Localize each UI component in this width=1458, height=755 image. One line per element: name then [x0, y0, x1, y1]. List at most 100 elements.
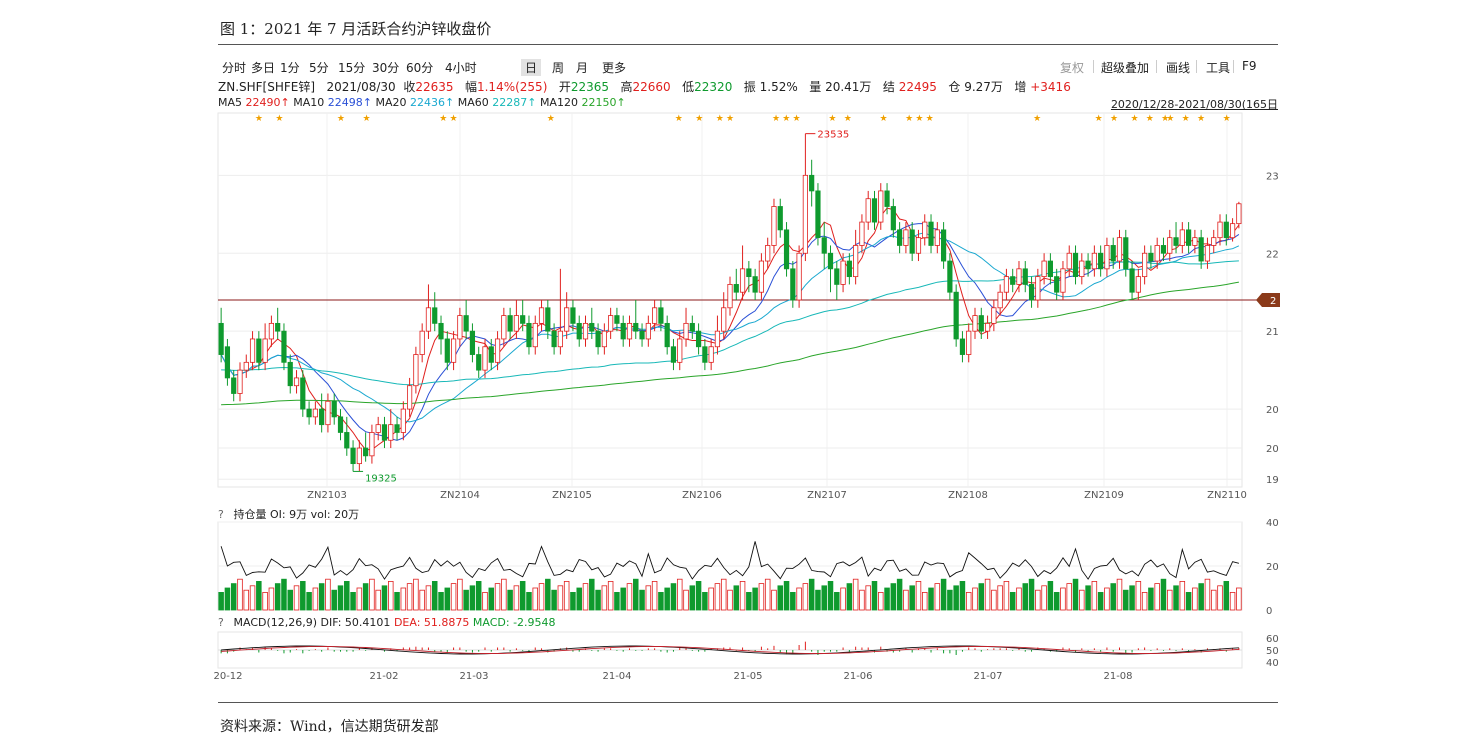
candle-body	[545, 307, 551, 332]
toolbar-button-3[interactable]: 工具	[1206, 61, 1231, 75]
period-tab-5[interactable]: 30分	[372, 61, 400, 75]
period-tab-3[interactable]: 5分	[309, 61, 329, 75]
candle-body	[1204, 245, 1211, 262]
toolbar-button-0[interactable]: 复权	[1060, 61, 1085, 75]
volume-bar	[413, 578, 419, 611]
candle-body	[1028, 284, 1035, 301]
volume-bar	[519, 581, 526, 611]
volume-bar	[846, 583, 853, 611]
candle-body	[1016, 268, 1022, 285]
candle-body	[312, 408, 318, 418]
y-tick-label: 20	[1266, 444, 1279, 455]
candle-body	[256, 338, 262, 363]
x-tick-label: 21-08	[1103, 671, 1132, 682]
candle-body	[815, 190, 821, 239]
symbol[interactable]: ZN.SHF[SHFE锌]	[218, 80, 316, 94]
candle-body	[708, 346, 714, 363]
y-tick-label: 22	[1266, 249, 1279, 260]
candle-body	[425, 307, 432, 332]
candle-body	[853, 245, 859, 278]
volume-bar	[356, 587, 363, 611]
candle-body	[532, 322, 538, 348]
star-marker: ★	[449, 114, 457, 124]
volume-bar	[419, 589, 425, 611]
candle-body	[482, 346, 488, 371]
ma-legend-value: 22498↑	[327, 96, 372, 109]
candle-body	[903, 229, 909, 246]
period-tab-10[interactable]: 月	[576, 61, 589, 75]
star-marker: ★	[1197, 114, 1205, 124]
period-tab-8[interactable]: 日	[521, 59, 542, 76]
candle-body	[890, 206, 896, 231]
candle-body	[978, 315, 984, 332]
volume-bar	[362, 583, 369, 611]
candle-body	[1192, 237, 1198, 246]
volume-bar	[614, 592, 620, 611]
period-tab-4[interactable]: 15分	[338, 61, 366, 75]
help-icon[interactable]: ?	[218, 616, 224, 629]
volume-bar	[1097, 592, 1104, 611]
toolbar-button-1[interactable]: 超级叠加	[1101, 61, 1150, 75]
volume-bar	[771, 589, 777, 611]
period-tab-1[interactable]: 多日	[251, 61, 276, 75]
bottom-rule	[218, 702, 1278, 703]
candle-body	[758, 260, 765, 293]
help-icon[interactable]: ?	[218, 508, 224, 521]
x-tick-label: ZN2109	[1084, 490, 1124, 501]
star-marker: ★	[695, 114, 703, 124]
candle-body	[1003, 276, 1010, 293]
volume-bar	[758, 583, 765, 611]
star-marker: ★	[844, 114, 852, 124]
candle-body	[721, 307, 727, 332]
period-tab-0[interactable]: 分时	[222, 61, 247, 75]
star-marker: ★	[828, 114, 836, 124]
high-annotation: 23535	[817, 130, 849, 141]
candle-body	[356, 447, 362, 465]
candle-body	[783, 229, 790, 270]
star-marker: ★	[1033, 114, 1041, 124]
star-marker: ★	[915, 114, 923, 124]
volume-bar	[406, 583, 413, 611]
period-tab-9[interactable]: 周	[552, 61, 565, 75]
change-label: 幅	[464, 80, 477, 94]
vol-value: 20.41万	[825, 80, 872, 94]
candle-body	[972, 315, 978, 332]
toolbar-separator	[1156, 60, 1157, 73]
volume-bar	[733, 585, 740, 611]
date-range[interactable]: 2020/12/28-2021/08/30(165日	[1110, 98, 1278, 111]
volume-bar	[752, 587, 758, 611]
period-tab-2[interactable]: 1分	[280, 61, 300, 75]
volume-bar	[1192, 587, 1198, 611]
volume-bar	[664, 587, 670, 611]
candle-body	[388, 424, 394, 441]
volume-bar	[457, 578, 463, 611]
toolbar-button-4[interactable]: F9	[1242, 59, 1257, 73]
oi-value: 9.27万	[964, 80, 1003, 94]
volume-bar	[796, 587, 802, 611]
volume-bar	[463, 589, 469, 611]
candle-body	[1123, 237, 1129, 270]
candle-body	[966, 330, 972, 355]
volume-bar	[1041, 585, 1047, 611]
x-tick-label: ZN2110	[1207, 490, 1247, 501]
candle-body	[796, 252, 802, 301]
candle-body	[727, 284, 733, 309]
volume-bar	[538, 583, 545, 611]
toolbar-button-2[interactable]: 画线	[1166, 61, 1191, 75]
volume-bar	[658, 592, 664, 611]
candle-body	[878, 190, 884, 223]
period-tab-6[interactable]: 60分	[406, 61, 434, 75]
period-tab-7[interactable]: 4小时	[445, 61, 477, 75]
macd-dea-line	[221, 646, 1239, 654]
volume-bar	[394, 592, 400, 611]
candle-body	[1072, 252, 1079, 278]
y-tick-label: 20	[1266, 562, 1279, 573]
period-tab-11[interactable]: 更多	[602, 61, 627, 75]
volume-bar	[425, 585, 432, 611]
volume-bar	[683, 589, 689, 611]
volume-bar	[551, 589, 557, 611]
volume-bar	[1229, 592, 1236, 611]
volume-bar	[1173, 585, 1179, 611]
volume-bar	[469, 585, 476, 611]
